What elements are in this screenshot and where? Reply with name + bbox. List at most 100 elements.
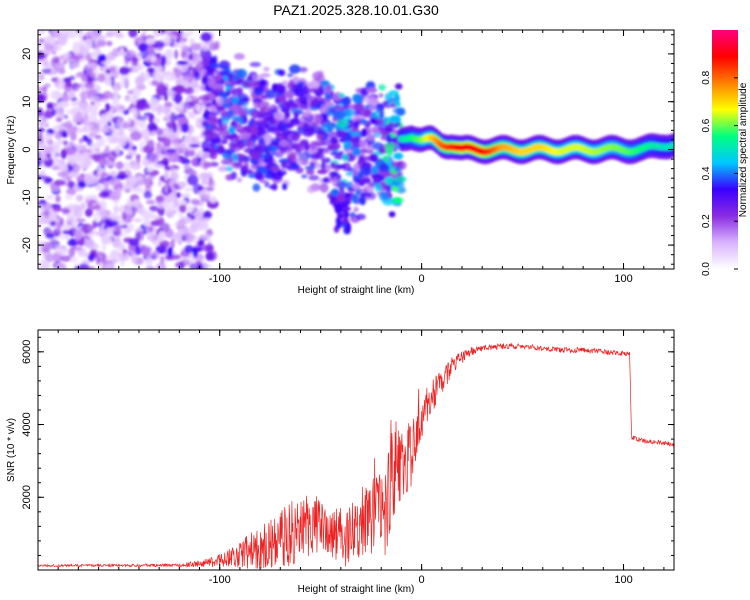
spectrogram-cell [75,218,86,223]
spectrogram-cell [97,54,107,63]
spectrogram-cell [99,94,107,99]
spectrogram-cell [310,101,317,109]
spectrogram-cell [121,161,133,171]
spectrogram-cell [82,135,89,142]
spectrogram-cell [353,171,359,176]
spectrogram-cell [202,46,209,52]
spectrogram-cell [194,71,201,81]
spectrogram-cell [378,84,386,91]
spectrogram-cell [146,44,155,56]
spectrogram-cell [73,207,83,219]
spectrogram-cell [352,183,361,190]
spectrogram-cell [54,179,66,186]
spectrogram-cell [389,102,397,108]
y-tick-label: 4000 [21,412,33,436]
colorbar-ticks: 0.0 0.2 0.4 0.6 0.8 [701,70,738,276]
spectrogram-cell [190,215,196,220]
spectrogram-cell [201,100,209,105]
spectrogram-cell [186,212,192,218]
spectrogram-cell [395,176,407,183]
spectrogram-cell [298,66,308,73]
spectrogram-cell [149,152,160,164]
spectrogram-cell [284,90,295,99]
spectrogram-cell [323,148,331,155]
spectrogram-cell [322,177,330,183]
spectrogram-cell [247,170,257,175]
spectrogram-cell [187,78,199,90]
spectrogram-cell [38,127,45,133]
spectrogram-cell [145,199,156,205]
spectrogram-cell [319,182,329,193]
spectrogram-cell [335,164,347,169]
spectrogram-cell [326,131,339,140]
spectrogram-cell [333,104,342,110]
spectrogram-cell [50,30,61,38]
spectrogram-cell [187,174,199,186]
spectrogram-cell [180,123,190,133]
spectrogram-cell [131,145,137,151]
spectrogram-cell [109,191,122,197]
spectrogram-cell [87,253,95,262]
spectrogram-cell [201,140,211,150]
spectrogram-cell [185,205,197,212]
spectrogram-cell [344,212,349,218]
spectrogram-cell [54,262,66,268]
spectrogram-cell [149,205,159,212]
spectrogram-cell [197,186,204,191]
spectrogram-cell [83,38,93,50]
spectrogram-cell [158,244,167,254]
colorbar-tick-label: 0.0 [701,262,712,276]
spectrogram-cell [161,55,167,65]
spectrogram-cell [386,133,392,144]
spectrogram-cell [368,96,378,106]
spectrogram-cell [142,247,151,258]
spectrogram-cell [178,203,187,213]
spectrogram-cell [209,196,217,204]
spectrogram-cell [343,200,351,206]
spectrogram-cell [176,60,189,66]
spectrogram-cell [86,137,93,147]
spectrogram-cell [145,266,155,269]
spectrogram-cell [349,211,356,218]
spectrogram-cell [137,55,143,61]
spectrogram-cell [220,64,228,69]
spectrogram-cell [113,205,120,213]
spectrogram-cell [346,181,354,191]
spectrogram-cell [135,154,141,165]
spectrogram-cell [378,163,390,171]
spectrogram-cell [359,138,368,148]
spectrogram-cell [80,90,86,102]
spectrogram-cell [252,183,261,192]
spectrogram-cell [106,40,113,47]
spectrogram-cell [75,194,84,202]
spectrogram-cell [64,193,74,201]
spectrogram-cell [360,175,371,184]
spectrogram-cell [325,84,332,91]
x-tick-label: 100 [614,574,632,586]
spectrogram-cell [174,84,186,94]
spectrogram-cell [146,67,155,73]
spectrogram-cell [249,81,261,86]
spectrogram-cell [336,212,344,220]
spectrogram-cell [220,123,228,132]
spectrogram-cell [153,117,161,125]
spectrogram-cell [58,233,67,240]
spectrogram-cell [128,30,138,38]
spectrogram-cell [199,233,210,240]
spectrogram-cell [195,260,202,265]
spectrogram-cell [51,77,57,83]
colorbar-tick-label: 0.4 [701,166,712,180]
spectrogram-cell [187,110,196,119]
y-tick-label: 2000 [21,485,33,509]
spectrogram-cell [81,73,88,82]
spectrogram-cell [82,35,88,40]
spectrogram-cell [201,58,211,66]
spectrogram-cell [173,168,179,173]
spectrogram-cell [103,180,110,192]
spectrogram-cell [177,40,186,48]
spectrogram-cell [38,73,45,81]
spectrogram-cell [393,166,400,171]
spectrogram-cell [70,256,78,263]
spectrogram-cell [310,141,316,152]
